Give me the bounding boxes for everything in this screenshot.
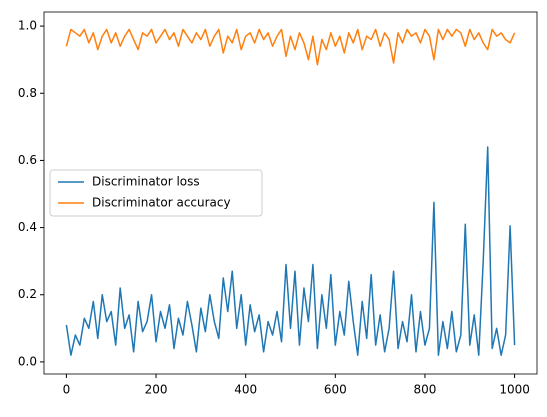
y-tick-label: 0.8 <box>18 86 37 100</box>
series-line <box>65 28 516 66</box>
x-tick-label: 600 <box>324 383 347 397</box>
y-tick-label: 1.0 <box>18 19 37 33</box>
legend-label: Discriminator accuracy <box>92 196 231 210</box>
x-tick-label: 400 <box>234 383 257 397</box>
x-tick-label: 200 <box>145 383 168 397</box>
y-tick-label: 0.4 <box>18 220 37 234</box>
legend-label: Discriminator loss <box>92 175 200 189</box>
x-tick-label: 800 <box>414 383 437 397</box>
y-tick-label: 0.6 <box>18 153 37 167</box>
series-line <box>65 146 516 356</box>
x-tick-label: 1000 <box>499 383 530 397</box>
y-tick-label: 0.2 <box>18 287 37 301</box>
legend-box <box>49 169 263 217</box>
x-tick-label: 0 <box>63 383 71 397</box>
axes-frame <box>43 11 538 375</box>
y-tick-label: 0.0 <box>18 354 37 368</box>
